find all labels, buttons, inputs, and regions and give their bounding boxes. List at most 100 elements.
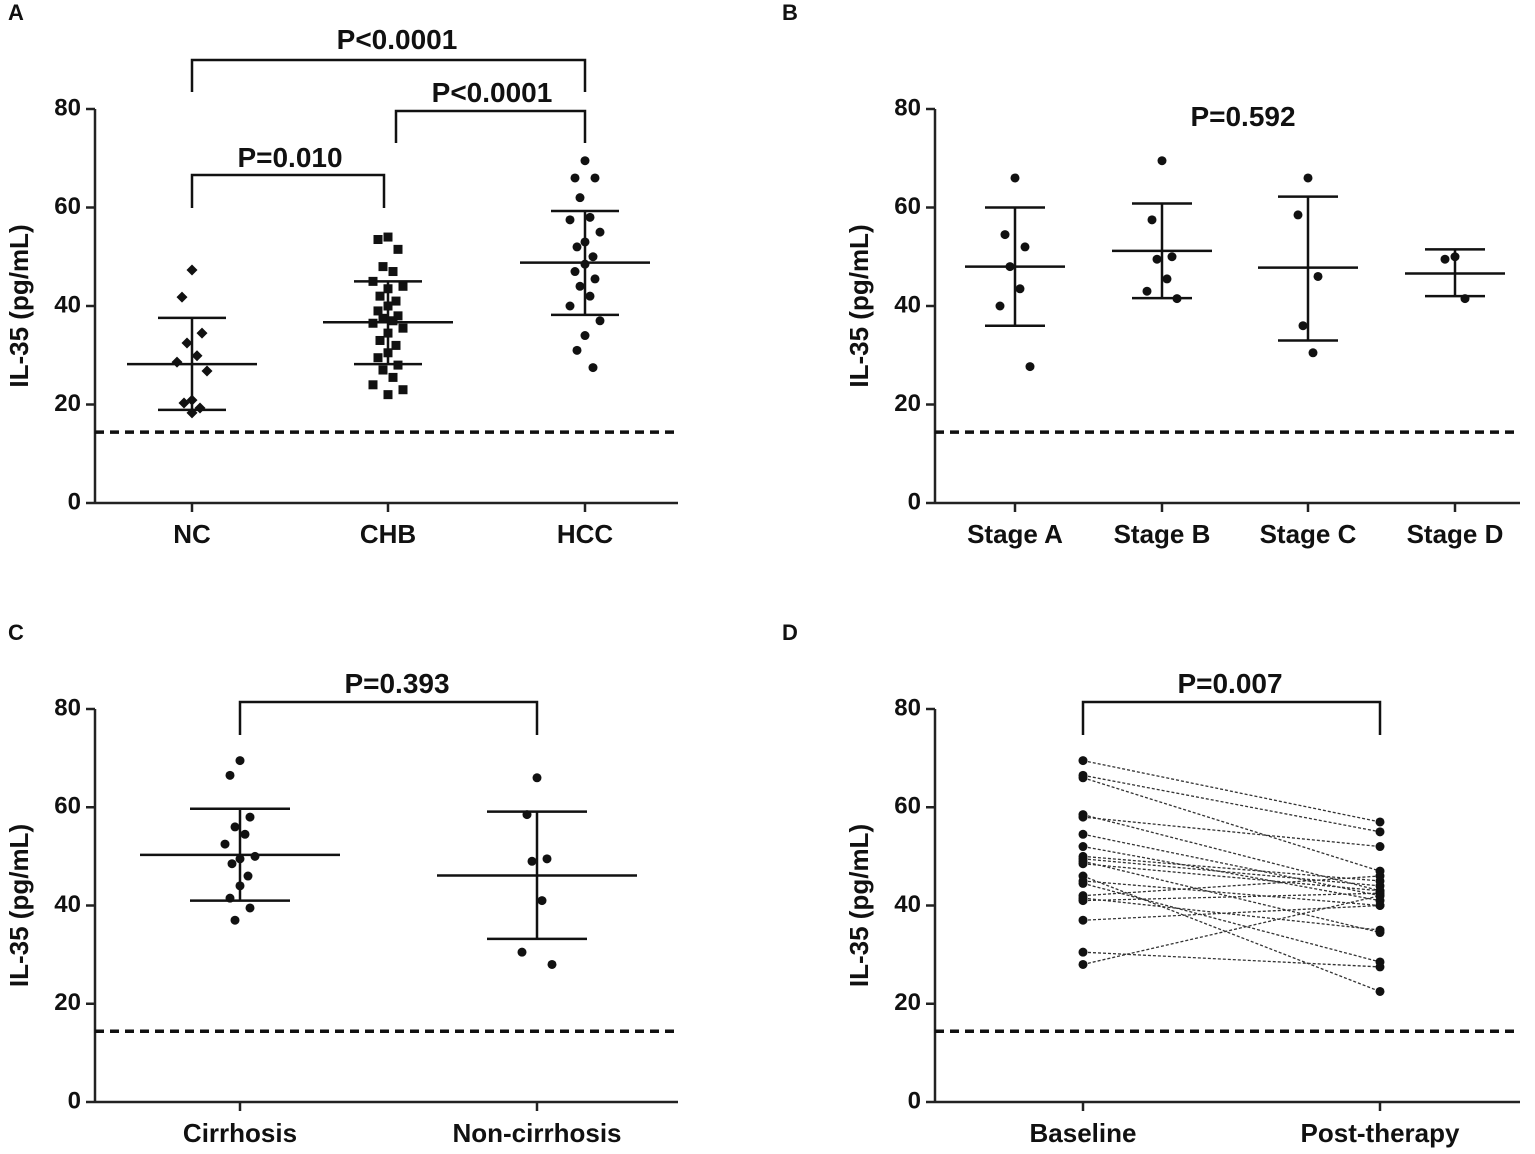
- point: [1142, 286, 1152, 296]
- point: [176, 291, 188, 303]
- point: [388, 316, 398, 326]
- point: [398, 385, 408, 395]
- point: [580, 331, 590, 341]
- pair-line: [1082, 895, 1381, 966]
- pair-line: [1082, 875, 1381, 993]
- point: [1078, 842, 1088, 852]
- point: [1303, 173, 1313, 183]
- panel-label: D: [782, 620, 798, 645]
- point: [1293, 210, 1303, 220]
- point: [1000, 230, 1010, 240]
- pair-line: [1082, 882, 1381, 963]
- pair-line: [1082, 951, 1381, 968]
- x-tick-label: Stage A: [967, 519, 1063, 549]
- p-value: P=0.007: [1177, 668, 1282, 699]
- y-tick-label: 0: [68, 488, 81, 515]
- panel-label: B: [782, 0, 798, 25]
- point: [595, 227, 605, 237]
- point: [393, 244, 403, 254]
- pair-line: [1082, 845, 1381, 902]
- point: [1298, 321, 1308, 331]
- point: [572, 345, 582, 355]
- point: [191, 350, 203, 362]
- y-tick-label: 60: [894, 793, 921, 820]
- point: [245, 812, 255, 822]
- y-tick-label: 0: [908, 1087, 921, 1114]
- point: [383, 390, 393, 400]
- point: [1375, 925, 1385, 935]
- point: [1162, 274, 1172, 284]
- point: [1078, 878, 1088, 888]
- x-tick-label: Cirrhosis: [183, 1118, 297, 1148]
- point: [588, 363, 598, 373]
- pair-line: [1082, 813, 1381, 892]
- point: [373, 353, 383, 363]
- point: [245, 903, 255, 913]
- point: [527, 856, 537, 866]
- significance-bracket: [238, 700, 539, 735]
- y-tick-label: 40: [54, 291, 81, 318]
- x-tick-label: NC: [173, 519, 211, 549]
- point: [368, 380, 378, 390]
- x-tick-label: Stage C: [1260, 519, 1357, 549]
- point: [595, 316, 605, 326]
- significance-bracket: [394, 109, 587, 143]
- point: [220, 839, 230, 849]
- point: [1152, 254, 1162, 264]
- x-tick-label: Post-therapy: [1301, 1118, 1460, 1148]
- p-value: P=0.393: [344, 668, 449, 699]
- pair-line: [1082, 774, 1381, 833]
- point: [565, 301, 575, 311]
- point: [1078, 829, 1088, 839]
- y-tick-label: 0: [908, 488, 921, 515]
- point: [230, 822, 240, 832]
- point: [398, 323, 408, 333]
- point: [171, 356, 183, 368]
- point: [570, 267, 580, 277]
- pair-line: [1082, 860, 1381, 934]
- point: [1375, 817, 1385, 827]
- point: [1375, 901, 1385, 910]
- point: [585, 212, 595, 222]
- point: [1313, 271, 1323, 281]
- point: [1157, 156, 1167, 166]
- panel-label: A: [8, 0, 24, 25]
- p-value: P=0.592: [1190, 101, 1295, 132]
- point: [580, 156, 590, 166]
- point: [575, 281, 585, 291]
- p-value: P=0.010: [237, 142, 342, 173]
- point: [391, 296, 401, 306]
- p-value: P<0.0001: [432, 77, 553, 108]
- p-value: P<0.0001: [337, 24, 458, 55]
- point: [542, 854, 552, 864]
- pair-line: [1082, 759, 1381, 823]
- y-tick-label: 80: [894, 694, 921, 721]
- panel-label: C: [8, 620, 24, 645]
- point: [1010, 173, 1020, 183]
- x-tick-label: Non-cirrhosis: [452, 1118, 621, 1148]
- pair-line: [1082, 777, 1381, 872]
- point: [373, 235, 383, 245]
- point: [378, 365, 388, 375]
- y-tick-label: 80: [54, 694, 81, 721]
- point: [995, 301, 1005, 311]
- point: [243, 871, 253, 881]
- point: [235, 756, 245, 766]
- point: [375, 335, 385, 345]
- point: [378, 262, 388, 272]
- pair-line: [1082, 833, 1381, 897]
- point: [196, 327, 208, 339]
- point: [225, 770, 235, 780]
- point: [585, 291, 595, 301]
- point: [1078, 756, 1088, 766]
- point: [1078, 947, 1088, 957]
- y-tick-label: 0: [68, 1087, 81, 1114]
- pair-line: [1082, 816, 1381, 848]
- y-axis-label: IL-35 (pg/mL): [4, 224, 34, 387]
- y-tick-label: 20: [54, 989, 81, 1016]
- point: [1078, 959, 1088, 969]
- point: [575, 193, 585, 203]
- point: [230, 915, 240, 925]
- point: [570, 173, 580, 183]
